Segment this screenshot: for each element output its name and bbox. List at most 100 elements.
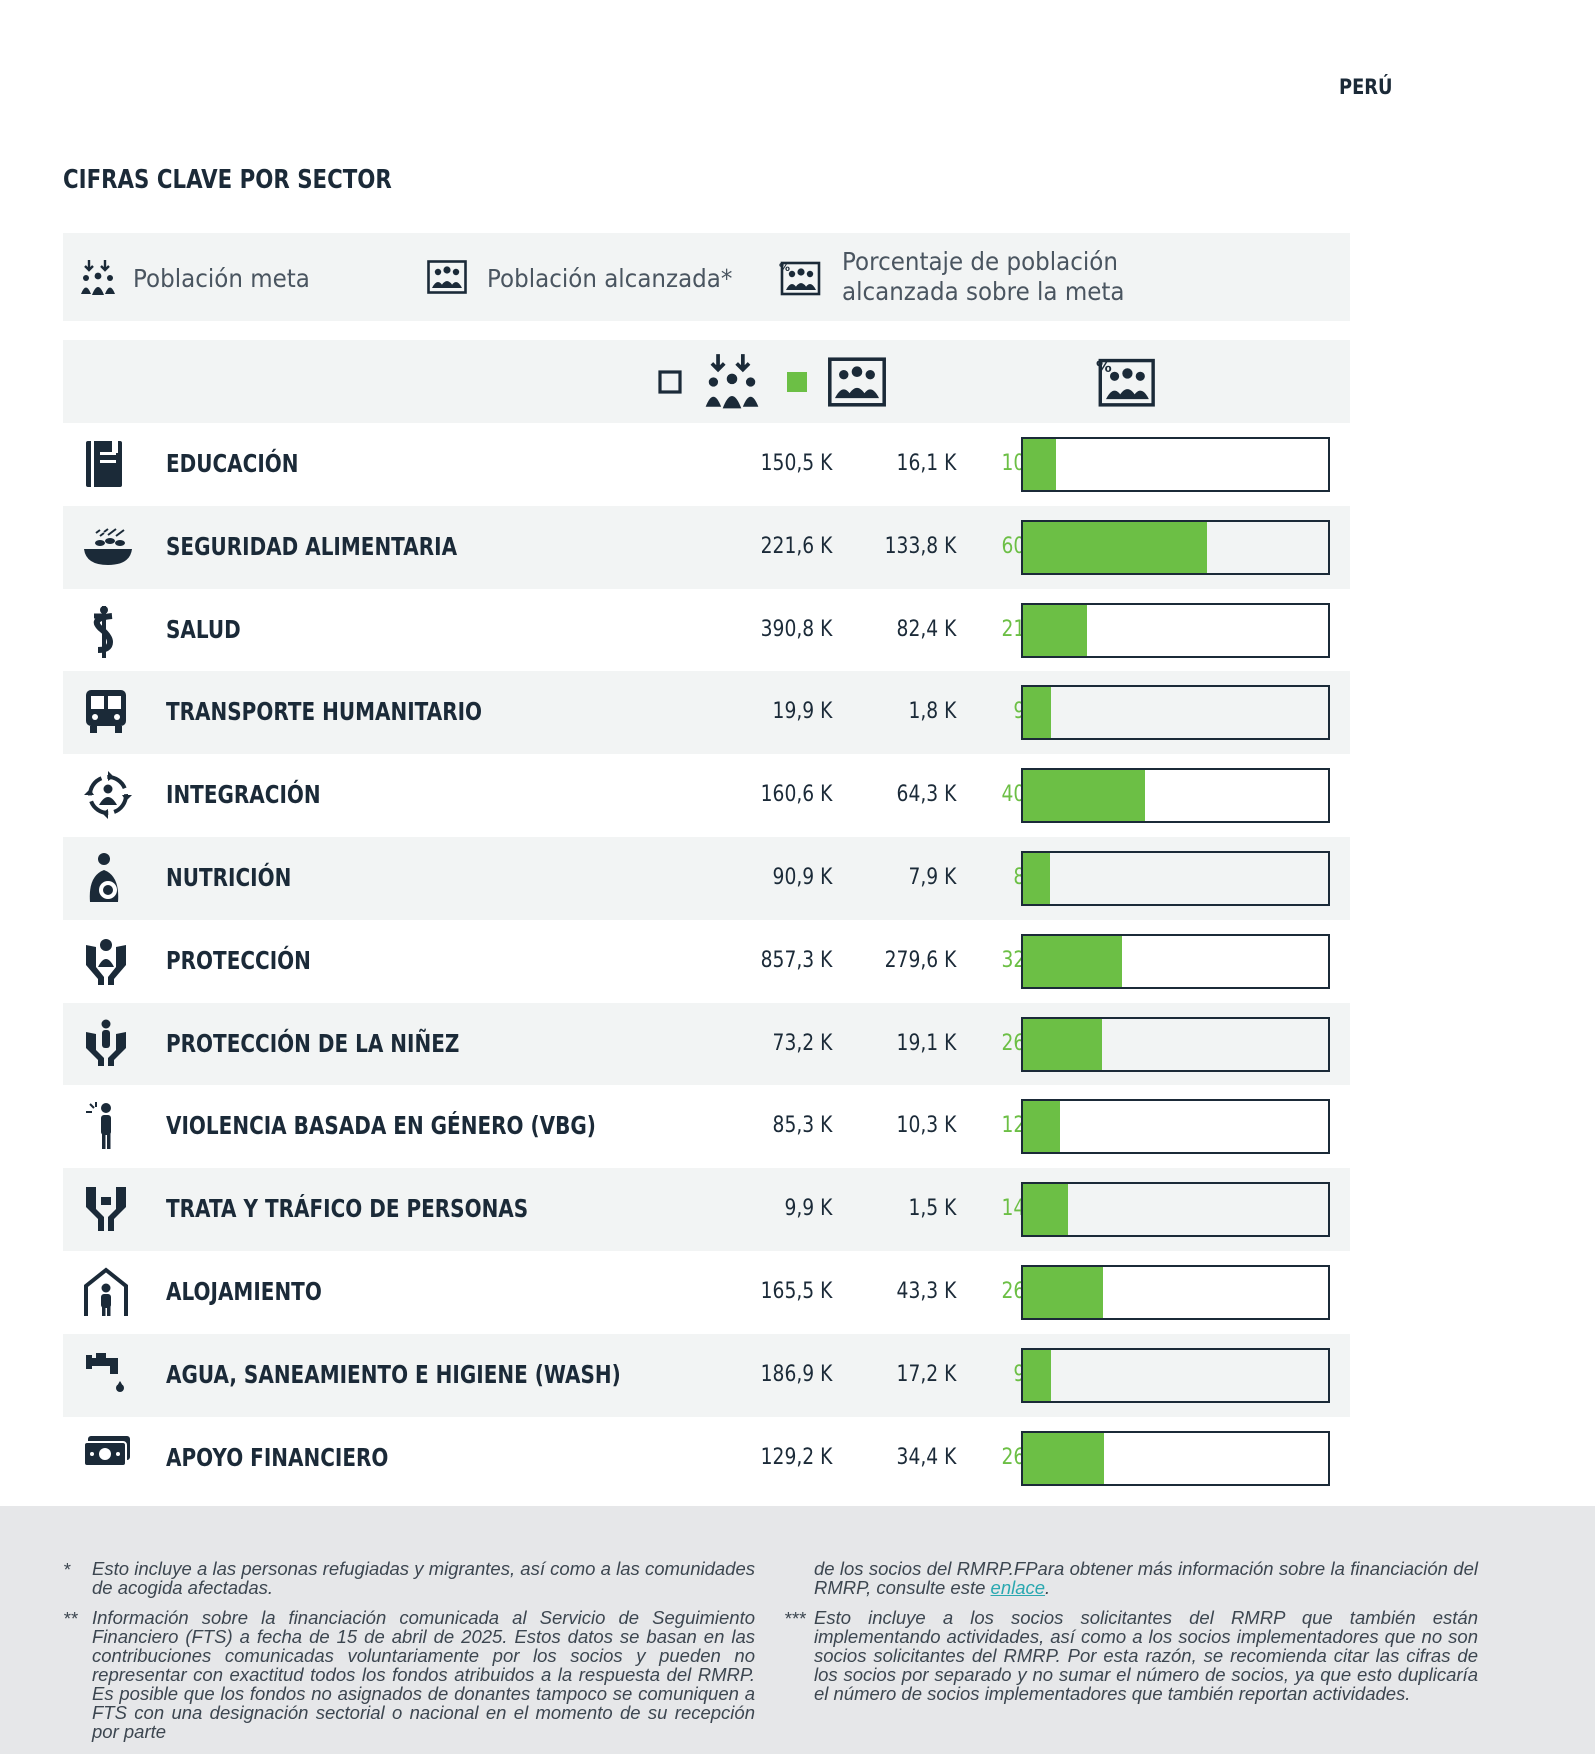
sector-name: SALUD xyxy=(166,614,241,644)
sector-name: PROTECCIÓN xyxy=(166,945,311,975)
progress-bar xyxy=(1021,933,1330,989)
reached-value: 133,8 K xyxy=(884,533,956,559)
reached-value: 19,1 K xyxy=(896,1030,956,1056)
target-swatch-icon xyxy=(658,370,682,399)
gbv-person-icon xyxy=(82,1100,130,1152)
target-value: 221,6 K xyxy=(760,533,832,559)
table-header: % xyxy=(63,340,1350,423)
reached-swatch-icon xyxy=(786,371,808,398)
target-value: 9,9 K xyxy=(784,1196,832,1222)
progress-bar-fill xyxy=(1023,935,1123,987)
progress-bar xyxy=(1021,602,1330,658)
section-title: CIFRAS CLAVE POR SECTOR xyxy=(63,165,392,195)
progress-bar xyxy=(1021,1264,1330,1320)
progress-bar xyxy=(1021,768,1330,824)
legend-percent-label-line1: Porcentaje de población xyxy=(842,247,1118,276)
sector-name: APOYO FINANCIERO xyxy=(166,1442,389,1472)
footnote-2-end: . xyxy=(1045,1577,1051,1598)
reached-value: 1,8 K xyxy=(908,699,956,725)
sector-name: VIOLENCIA BASADA EN GÉNERO (VBG) xyxy=(166,1111,596,1141)
footnote-1-mark: * xyxy=(63,1559,71,1580)
legend-percent-label-line2: alcanzada sobre la meta xyxy=(842,277,1125,306)
legend-reached-label: Población alcanzada* xyxy=(487,264,733,293)
progress-bar-fill xyxy=(1023,1349,1052,1401)
footnote-3-text: Esto incluye a los socios solicitantes d… xyxy=(814,1607,1478,1704)
progress-bar-fill xyxy=(1023,687,1051,739)
reached-value: 16,1 K xyxy=(896,451,956,476)
shelter-icon xyxy=(82,1266,130,1318)
reached-value: 7,9 K xyxy=(908,864,956,890)
food-bowl-icon xyxy=(82,521,132,573)
reached-value: 1,5 K xyxy=(908,1196,956,1222)
target-value: 160,6 K xyxy=(760,782,832,808)
progress-bar-fill xyxy=(1023,521,1208,573)
reached-value: 17,2 K xyxy=(896,1361,956,1387)
integration-cycle-icon xyxy=(82,769,132,821)
reached-value: 34,4 K xyxy=(896,1444,956,1470)
funding-link[interactable]: enlace xyxy=(990,1577,1046,1598)
footnote-2-continuation-text: de los socios del RMRP.FPara obtener más… xyxy=(814,1558,1478,1598)
legend-target-label: Población meta xyxy=(133,264,310,293)
progress-bar-fill xyxy=(1023,1432,1105,1484)
child-protection-icon xyxy=(82,1018,130,1070)
progress-bar-fill xyxy=(1023,770,1145,822)
cash-icon xyxy=(82,1432,130,1484)
percent-population-icon: % xyxy=(779,260,821,301)
water-tap-icon xyxy=(82,1349,130,1401)
mother-baby-icon xyxy=(82,852,130,904)
sector-name: TRATA Y TRÁFICO DE PERSONAS xyxy=(166,1194,529,1224)
footnote-2-continuation: de los socios del RMRP.FPara obtener más… xyxy=(814,1559,1478,1597)
target-value: 73,2 K xyxy=(772,1030,832,1056)
table-row: AGUA, SANEAMIENTO E HIGIENE (WASH) 186,9 … xyxy=(63,1333,1350,1417)
progress-bar-fill xyxy=(1023,1018,1103,1070)
legend: Población meta Población alcanzada* % Po… xyxy=(63,233,1350,321)
percent-column-icon: % xyxy=(1096,356,1156,413)
reached-value: 43,3 K xyxy=(896,1278,956,1304)
caduceus-icon xyxy=(82,604,130,658)
progress-bar xyxy=(1021,1099,1330,1155)
progress-bar-fill xyxy=(1023,604,1088,656)
target-value: 186,9 K xyxy=(760,1361,832,1387)
footnotes-panel: * Esto incluye a las personas refugiadas… xyxy=(0,1506,1595,1754)
progress-bar-fill xyxy=(1023,1101,1060,1153)
sector-name: NUTRICIÓN xyxy=(166,862,292,892)
sector-name: EDUCACIÓN xyxy=(166,449,299,478)
book-icon xyxy=(82,438,130,490)
reached-value: 10,3 K xyxy=(896,1113,956,1139)
target-value: 85,3 K xyxy=(772,1113,832,1139)
reached-population-icon xyxy=(427,260,467,299)
progress-bar xyxy=(1021,685,1330,741)
progress-bar xyxy=(1021,1182,1330,1238)
progress-bar-fill xyxy=(1023,439,1056,490)
sector-name: ALOJAMIENTO xyxy=(166,1276,322,1306)
trafficking-hands-icon xyxy=(82,1183,130,1235)
svg-text:%: % xyxy=(1096,357,1112,376)
country-label: PERÚ xyxy=(1339,75,1393,99)
progress-bar-fill xyxy=(1023,1266,1103,1318)
target-column-icon xyxy=(701,351,763,418)
table-row: VIOLENCIA BASADA EN GÉNERO (VBG) 85,3 K 10… xyxy=(63,1085,1350,1168)
protection-hands-icon xyxy=(82,935,130,987)
reached-column-icon xyxy=(827,357,887,412)
progress-bar-fill xyxy=(1023,1184,1069,1236)
sector-name: AGUA, SANEAMIENTO E HIGIENE (WASH) xyxy=(166,1359,621,1389)
progress-bar xyxy=(1021,519,1330,575)
target-value: 129,2 K xyxy=(760,1444,832,1470)
svg-text:%: % xyxy=(779,261,790,274)
sector-name: TRANSPORTE HUMANITARIO xyxy=(166,697,483,727)
footnote-2-mark: ** xyxy=(63,1608,78,1629)
sector-name: PROTECCIÓN DE LA NIÑEZ xyxy=(166,1028,460,1058)
reached-value: 82,4 K xyxy=(896,616,956,642)
footnote-2-text: Información sobre la financiación comuni… xyxy=(92,1607,755,1742)
